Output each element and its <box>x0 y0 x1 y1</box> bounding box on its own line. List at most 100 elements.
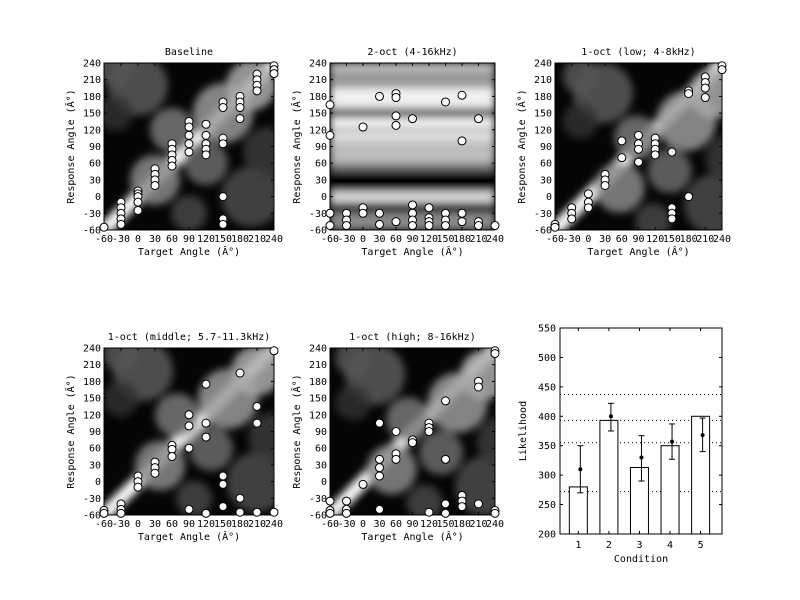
data-point <box>184 139 194 149</box>
data-point <box>391 120 401 130</box>
y-tick-label: -60 <box>309 226 327 237</box>
y-tick-label: 0 <box>321 192 327 203</box>
data-point <box>184 122 194 132</box>
data-point <box>408 200 417 210</box>
data-point <box>550 222 560 232</box>
x-tick-label: 120 <box>420 234 438 245</box>
x-tick-label: 1 <box>575 540 581 551</box>
data-point <box>184 504 194 514</box>
x-tick-label: 210 <box>248 234 266 245</box>
y-tick-label: 200 <box>538 530 556 541</box>
data-point <box>700 93 710 103</box>
data-point <box>634 130 643 140</box>
data-point <box>474 499 483 509</box>
x-tick-label: 150 <box>663 234 681 245</box>
x-tick-label: 0 <box>135 234 141 245</box>
panel-title: Baseline <box>165 47 213 58</box>
y-tick-label: 150 <box>309 394 327 405</box>
y-tick-label: 90 <box>315 427 327 438</box>
data-point <box>201 130 211 140</box>
bar-chart: 200 250 300 350 400 450 500 550 1 2 3 4 5 Condition Li… <box>518 324 723 565</box>
data-point <box>218 502 228 512</box>
x-tick-label: 120 <box>420 519 438 530</box>
data-point <box>441 396 450 406</box>
data-point <box>342 496 351 506</box>
data-point <box>717 65 727 75</box>
data-point <box>391 427 401 436</box>
x-tick-label: 30 <box>599 234 611 245</box>
data-point <box>634 157 643 167</box>
scatter-panel-5: -60-30 0 30 60 90 120150180210240-60-30030609… <box>290 332 504 543</box>
heatmap-background <box>330 348 495 515</box>
x-tick-label: 150 <box>214 234 232 245</box>
data-point <box>684 192 694 202</box>
x-tick-label: 90 <box>406 519 418 530</box>
data-point <box>441 221 450 231</box>
data-point <box>184 410 194 420</box>
y-tick-label: 60 <box>89 159 101 170</box>
data-point <box>424 507 434 517</box>
data-point <box>184 443 194 453</box>
y-tick-label: 240 <box>83 344 101 355</box>
y-tick-label: 180 <box>83 377 101 388</box>
data-point <box>218 139 228 149</box>
y-tick-label: 180 <box>309 92 327 103</box>
mean-marker <box>608 414 613 419</box>
x-tick-label: 60 <box>390 519 402 530</box>
x-tick-label: -60 <box>95 519 113 530</box>
y-tick-label: 150 <box>83 109 101 120</box>
points <box>550 61 727 232</box>
data-point <box>269 346 279 356</box>
y-tick-label: 120 <box>83 410 101 421</box>
mean-marker <box>670 439 675 444</box>
y-tick-label: 500 <box>538 353 556 364</box>
x-tick-label: 0 <box>360 519 366 530</box>
y-tick-label: 120 <box>309 125 327 136</box>
x-tick-label: 0 <box>585 234 591 245</box>
data-point <box>617 136 627 146</box>
data-point <box>252 86 262 96</box>
x-tick-label: 2 <box>606 540 612 551</box>
data-point <box>218 479 228 489</box>
data-point <box>201 508 211 518</box>
x-tick-label: 120 <box>197 234 215 245</box>
x-tick-label: 210 <box>469 234 487 245</box>
data-point <box>252 507 262 517</box>
data-point <box>375 418 384 428</box>
y-tick-label: 180 <box>309 377 327 388</box>
data-point <box>408 438 417 448</box>
y-tick-label: 150 <box>534 109 552 120</box>
data-point <box>457 90 467 100</box>
y-tick-label: 210 <box>83 75 101 86</box>
data-point <box>457 208 467 218</box>
x-tick-label: 0 <box>135 519 141 530</box>
y-tick-label: 30 <box>540 175 552 186</box>
y-axis-label: Response Angle (Â°) <box>64 374 77 488</box>
y-tick-label: -60 <box>83 511 101 522</box>
data-point <box>235 114 245 124</box>
data-point <box>235 368 245 378</box>
y-tick-label: 120 <box>534 125 552 136</box>
data-point <box>201 418 211 428</box>
data-point <box>116 219 126 229</box>
y-tick-label: 90 <box>540 142 552 153</box>
y-tick-label: 210 <box>309 75 327 86</box>
x-tick-label: 4 <box>667 540 673 551</box>
bar <box>629 466 649 535</box>
y-tick-label: 0 <box>546 192 552 203</box>
data-point <box>684 89 694 99</box>
data-point <box>358 479 368 489</box>
data-point <box>375 219 384 229</box>
data-point <box>325 496 335 506</box>
data-point <box>667 147 677 157</box>
data-point <box>375 454 384 464</box>
data-point <box>325 208 335 218</box>
x-tick-label: 150 <box>214 519 232 530</box>
x-tick-label: 60 <box>166 234 178 245</box>
data-point <box>325 100 335 110</box>
y-tick-label: 120 <box>83 125 101 136</box>
heatmap-background <box>104 348 274 515</box>
y-tick-label: 30 <box>89 175 101 186</box>
y-tick-label: 180 <box>534 92 552 103</box>
data-point <box>133 482 143 492</box>
